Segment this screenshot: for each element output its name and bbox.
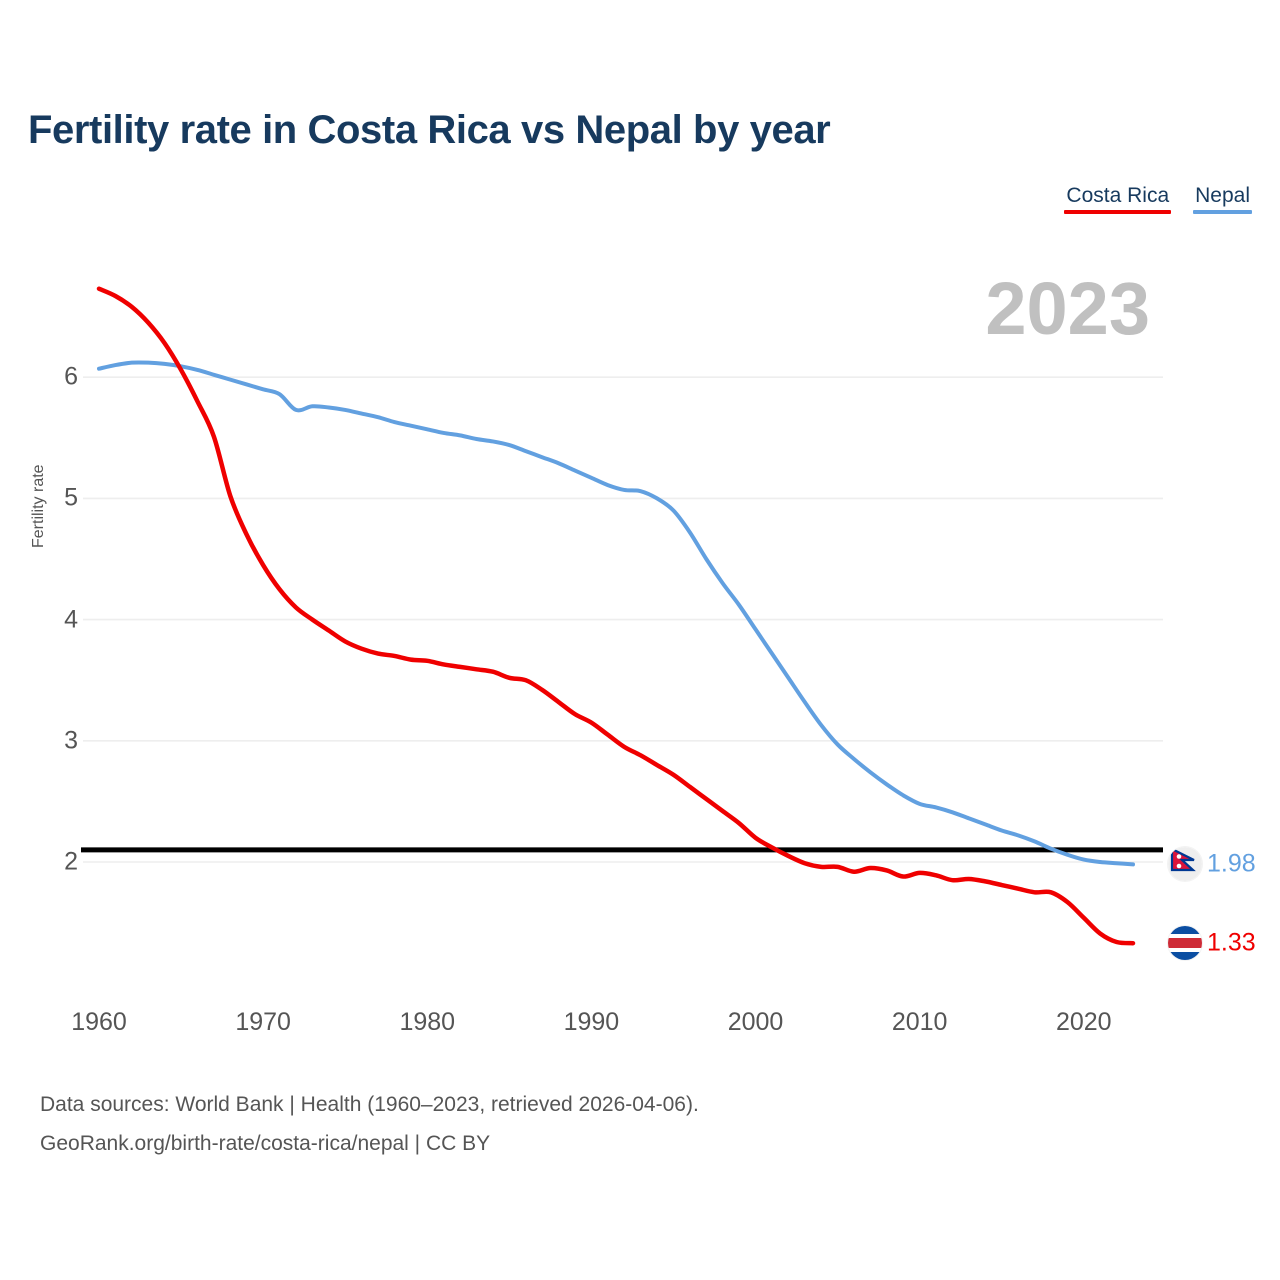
y-tick-3: 3: [64, 726, 78, 755]
y-tick-4: 4: [64, 605, 78, 634]
footer-sources: Data sources: World Bank | Health (1960–…: [40, 1085, 699, 1163]
series-line-nepal: [97, 360, 1135, 867]
x-tick-2000: 2000: [727, 1008, 784, 1036]
end-value-costa-rica: 1.33: [1207, 928, 1256, 957]
series-line-costa-rica: [96, 286, 1136, 946]
y-tick-5: 5: [64, 483, 78, 512]
legend-swatch-nepal: [1193, 210, 1252, 214]
chart-title: Fertility rate in Costa Rica vs Nepal by…: [28, 108, 831, 152]
legend-label-costa-rica: Costa Rica: [1066, 184, 1170, 207]
x-tick-1970: 1970: [235, 1008, 291, 1036]
legend-item-nepal[interactable]: Nepal: [1193, 184, 1252, 214]
gridlines: [83, 376, 1163, 863]
x-tick-2010: 2010: [891, 1008, 948, 1036]
x-tick-1990: 1990: [563, 1008, 620, 1036]
x-tick-1980: 1980: [399, 1008, 456, 1036]
y-tick-6: 6: [64, 362, 78, 391]
footer-line-1: Data sources: World Bank | Health (1960–…: [40, 1093, 699, 1116]
x-tick-2020: 2020: [1055, 1008, 1112, 1036]
legend-swatch-costa-rica: [1064, 210, 1172, 214]
chart-legend: Costa Rica Nepal: [1064, 184, 1252, 214]
nepal-flag-icon: [1168, 847, 1202, 882]
legend-label-nepal: Nepal: [1195, 184, 1250, 207]
year-watermark: 2023: [985, 267, 1150, 350]
x-tick-1960: 1960: [71, 1008, 127, 1036]
costa-rica-flag-icon: [1168, 926, 1202, 961]
end-value-nepal: 1.98: [1207, 849, 1256, 878]
y-tick-2: 2: [64, 847, 78, 876]
footer-line-2: GeoRank.org/birth-rate/costa-rica/nepal …: [40, 1132, 491, 1155]
legend-item-costa-rica[interactable]: Costa Rica: [1064, 184, 1172, 214]
